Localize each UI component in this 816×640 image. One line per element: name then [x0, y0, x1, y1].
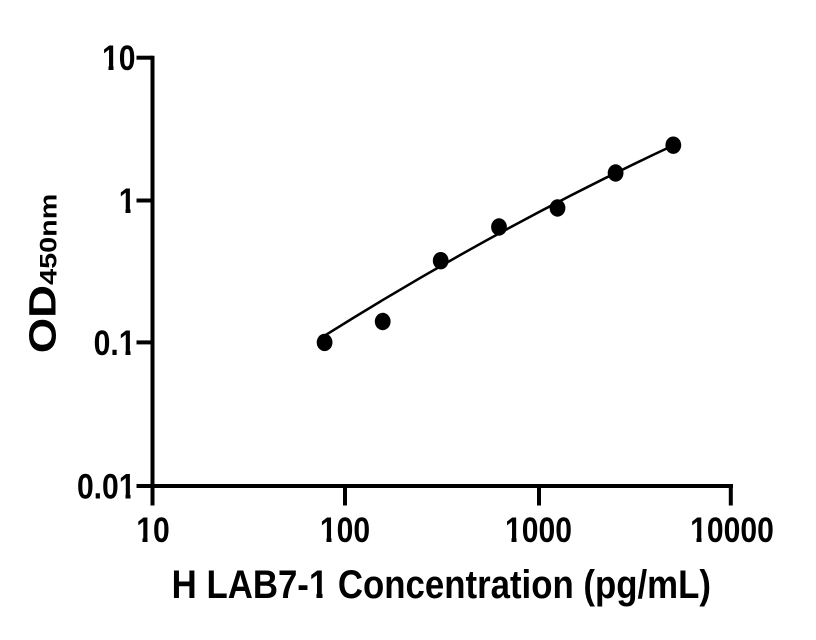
svg-text:H LAB7-1 Concentration (pg/mL): H LAB7-1 Concentration (pg/mL) [172, 562, 711, 607]
svg-text:10000: 10000 [690, 510, 774, 550]
svg-text:0.1: 0.1 [94, 323, 136, 363]
svg-text:100: 100 [320, 510, 370, 550]
svg-text:1: 1 [119, 181, 136, 221]
svg-text:10: 10 [136, 510, 169, 550]
svg-text:1000: 1000 [505, 510, 572, 550]
svg-text:0.01: 0.01 [77, 466, 136, 506]
svg-text:10: 10 [102, 38, 135, 78]
